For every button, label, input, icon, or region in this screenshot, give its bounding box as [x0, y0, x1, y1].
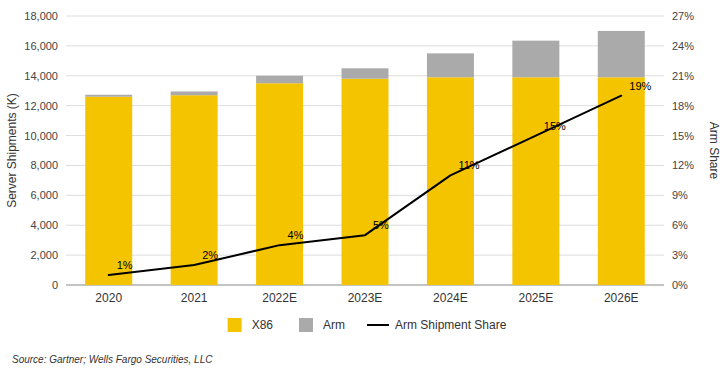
marks — [85, 31, 645, 285]
bar — [427, 53, 474, 77]
x-tick-label: 2026E — [604, 291, 639, 305]
y2-tick-label: 18% — [672, 100, 694, 112]
y2-tick-label: 12% — [672, 159, 694, 171]
grid-line — [66, 45, 664, 46]
grid-line — [66, 16, 664, 17]
bar — [342, 68, 389, 78]
x-tick-label: 2025E — [519, 291, 554, 305]
legend-swatch — [299, 318, 313, 332]
x-tick-label: 2020 — [95, 291, 122, 305]
legend: X86 Arm Arm Shipment Share — [228, 318, 507, 332]
legend-label: Arm Shipment Share — [395, 318, 507, 332]
y2-tick-label: 0% — [672, 279, 688, 291]
y-tick-label: 14,000 — [24, 70, 58, 82]
bar — [427, 77, 474, 285]
data-label: 11% — [458, 159, 479, 171]
bar — [171, 95, 218, 285]
bar — [256, 83, 303, 285]
y2-tick-label: 24% — [672, 40, 694, 52]
bar — [512, 41, 559, 78]
legend-label: Arm — [323, 318, 345, 332]
bar — [85, 95, 132, 97]
x-tick-label: 2021 — [181, 291, 208, 305]
line — [109, 96, 622, 275]
y-tick-label: 0 — [52, 279, 58, 291]
data-label: 1% — [117, 259, 133, 271]
y-tick-label: 8,000 — [30, 159, 58, 171]
y2-tick-label: 21% — [672, 70, 694, 82]
data-label: 15% — [544, 120, 566, 132]
y-tick-label: 4,000 — [30, 219, 58, 231]
y-tick-label: 2,000 — [30, 249, 58, 261]
legend-swatch — [367, 324, 389, 326]
y-tick-label: 10,000 — [24, 130, 58, 142]
legend-item: Arm Shipment Share — [367, 318, 507, 332]
y2-tick-label: 15% — [672, 130, 694, 142]
y-tick-label: 12,000 — [24, 100, 58, 112]
data-label: 5% — [373, 219, 389, 231]
data-label: 4% — [288, 229, 304, 241]
y2-tick-label: 3% — [672, 249, 688, 261]
legend-label: X86 — [252, 318, 274, 332]
bar — [342, 79, 389, 285]
data-label: 19% — [629, 80, 651, 92]
x-tick-label: 2024E — [433, 291, 468, 305]
y-tick-label: 6,000 — [30, 189, 58, 201]
bar — [171, 91, 218, 95]
y2-tick-label: 27% — [672, 10, 694, 22]
axes: 0 2,000 4,000 6,000 8,000 10,000 12,000 14,000 1… — [24, 10, 694, 305]
y2-tick-label: 6% — [672, 219, 688, 231]
legend-swatch — [228, 318, 242, 332]
y-tick-label: 18,000 — [24, 10, 58, 22]
source-note: Source: Gartner; Wells Fargo Securities,… — [12, 354, 213, 365]
y-tick-label: 16,000 — [24, 40, 58, 52]
data-label: 2% — [202, 249, 218, 261]
chart: 0 2,000 4,000 6,000 8,000 10,000 12,000 14,000 1… — [0, 0, 724, 373]
bar — [598, 77, 645, 285]
legend-item: X86 — [228, 318, 274, 332]
x-tick-label: 2022E — [262, 291, 297, 305]
legend-item: Arm — [299, 318, 345, 332]
y2-tick-label: 9% — [672, 189, 688, 201]
bar — [256, 76, 303, 83]
x-tick-label: 2023E — [348, 291, 383, 305]
y2-axis-title: Arm Share — [707, 122, 721, 180]
bar — [85, 97, 132, 285]
bar — [598, 31, 645, 77]
data-labels: 1% 2% 4% 5% 11% 15% 19% — [117, 80, 652, 271]
y-axis-title: Server Shipments (K) — [5, 93, 19, 208]
bar — [512, 77, 559, 285]
